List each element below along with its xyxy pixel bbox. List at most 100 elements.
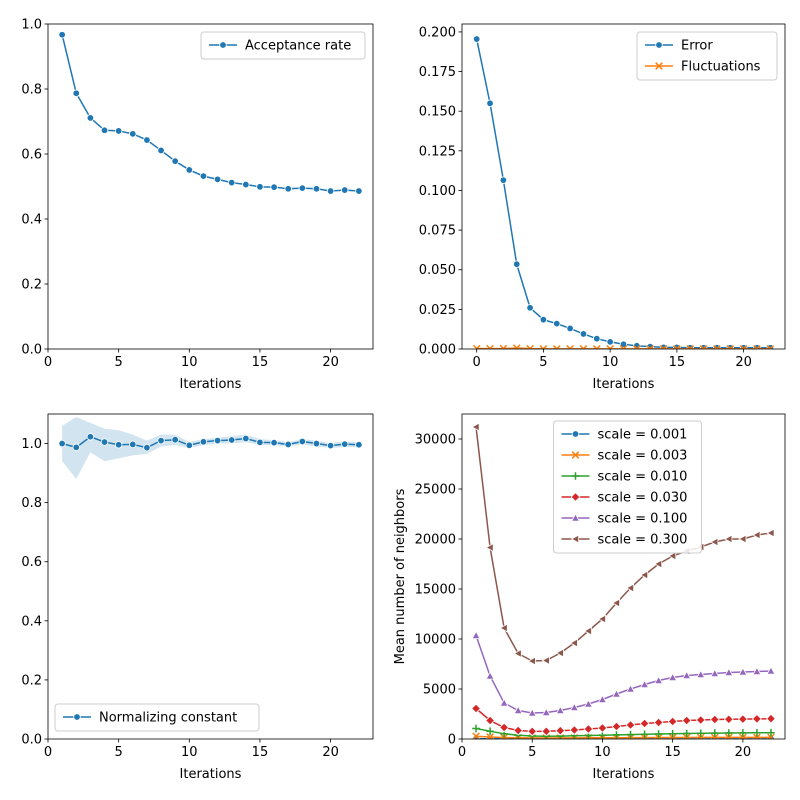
data-point bbox=[326, 187, 335, 195]
data-point bbox=[696, 729, 705, 738]
data-point bbox=[753, 733, 761, 739]
data-point bbox=[767, 728, 775, 737]
legend-marker bbox=[73, 713, 81, 721]
data-point bbox=[185, 441, 194, 450]
data-point bbox=[682, 670, 692, 680]
y-tick-label: 10000 bbox=[415, 633, 456, 648]
x-tick-label: 15 bbox=[252, 745, 269, 760]
data-point bbox=[499, 176, 508, 184]
series-line bbox=[475, 707, 771, 733]
data-point bbox=[298, 184, 307, 192]
data-point bbox=[611, 721, 622, 732]
data-point bbox=[695, 715, 706, 725]
data-point bbox=[242, 180, 250, 189]
y-tick-label: 25000 bbox=[415, 483, 456, 498]
x-tick-label: 15 bbox=[252, 355, 269, 370]
legend-label: Error bbox=[681, 39, 713, 54]
data-point bbox=[355, 441, 363, 449]
y-tick-label: 0.075 bbox=[419, 224, 456, 239]
data-point bbox=[583, 724, 594, 734]
data-point bbox=[753, 729, 761, 737]
data-point bbox=[486, 733, 494, 739]
data-point bbox=[723, 714, 734, 725]
data-point bbox=[539, 315, 548, 324]
series-line bbox=[475, 635, 771, 714]
legend-frame bbox=[200, 31, 366, 60]
x-tick-label: 15 bbox=[669, 355, 686, 370]
x-tick-label: 20 bbox=[322, 355, 339, 370]
series-1 bbox=[472, 35, 775, 349]
legend-label: scale = 0.300 bbox=[598, 533, 688, 548]
legend: Acceptance rate bbox=[200, 31, 366, 60]
x-tick-label: 20 bbox=[735, 745, 752, 760]
data-point bbox=[724, 534, 733, 544]
data-point bbox=[341, 186, 349, 194]
data-point bbox=[766, 666, 776, 675]
series-line bbox=[475, 38, 771, 349]
data-point bbox=[579, 330, 588, 338]
data-point bbox=[709, 714, 720, 725]
y-tick-label: 0.6 bbox=[21, 148, 42, 163]
data-point bbox=[312, 439, 321, 448]
x-tick-label: 20 bbox=[322, 745, 339, 760]
legend-marker bbox=[570, 513, 581, 522]
data-point bbox=[86, 114, 95, 122]
data-point bbox=[710, 729, 719, 737]
y-tick-label: 0.2 bbox=[21, 278, 42, 293]
data-point bbox=[739, 729, 747, 737]
x-tick-label: 5 bbox=[539, 355, 547, 370]
y-tick-label: 0.0 bbox=[21, 343, 42, 358]
data-point bbox=[86, 433, 95, 441]
y-tick-label: 0.100 bbox=[419, 184, 456, 199]
data-point bbox=[526, 304, 534, 312]
data-point bbox=[157, 146, 165, 155]
data-point bbox=[686, 344, 694, 349]
data-point bbox=[485, 715, 495, 726]
data-point bbox=[767, 733, 775, 739]
series-line bbox=[61, 34, 359, 192]
data-point bbox=[499, 344, 508, 349]
data-point bbox=[472, 344, 481, 349]
data-point bbox=[625, 583, 635, 593]
x-tick-label: 0 bbox=[458, 745, 466, 760]
y-tick-label: 0.4 bbox=[21, 213, 42, 228]
data-point bbox=[541, 655, 550, 666]
series-5 bbox=[471, 630, 776, 717]
plot-area bbox=[471, 422, 776, 739]
legend-label: Acceptance rate bbox=[245, 39, 351, 54]
legend: Error Fluctuations bbox=[636, 31, 778, 81]
data-point bbox=[569, 638, 578, 648]
data-point bbox=[355, 187, 363, 195]
y-tick-label: 5000 bbox=[423, 683, 456, 698]
data-point bbox=[199, 172, 208, 180]
data-point bbox=[513, 705, 523, 715]
data-point bbox=[583, 626, 592, 636]
data-point bbox=[513, 648, 522, 659]
data-point bbox=[486, 727, 494, 735]
y-tick-label: 0.025 bbox=[419, 303, 456, 318]
plot-area bbox=[58, 416, 363, 479]
data-point bbox=[541, 707, 551, 717]
data-point bbox=[668, 672, 678, 682]
legend-marker bbox=[570, 492, 581, 502]
data-point bbox=[213, 436, 222, 445]
plot-area bbox=[58, 31, 363, 195]
data-point bbox=[298, 437, 307, 446]
legend-label: scale = 0.100 bbox=[598, 512, 688, 527]
data-point bbox=[724, 667, 734, 677]
legend-marker bbox=[571, 472, 580, 480]
legend-item: Error bbox=[645, 39, 713, 54]
chart-panel-2: 0 5 10 15 20 0.000 0.025 0.050 0.075 0.100 0.125 0.… bbox=[419, 23, 786, 392]
data-point bbox=[597, 614, 606, 624]
data-point bbox=[555, 725, 566, 736]
data-point bbox=[199, 438, 208, 446]
data-point bbox=[513, 725, 524, 736]
data-point bbox=[710, 733, 719, 739]
data-point bbox=[639, 570, 649, 580]
data-point bbox=[472, 724, 480, 733]
legend-item: scale = 0.003 bbox=[561, 449, 687, 464]
data-point bbox=[129, 440, 137, 449]
data-point bbox=[256, 183, 264, 191]
data-point bbox=[611, 598, 620, 608]
data-point bbox=[100, 438, 109, 446]
